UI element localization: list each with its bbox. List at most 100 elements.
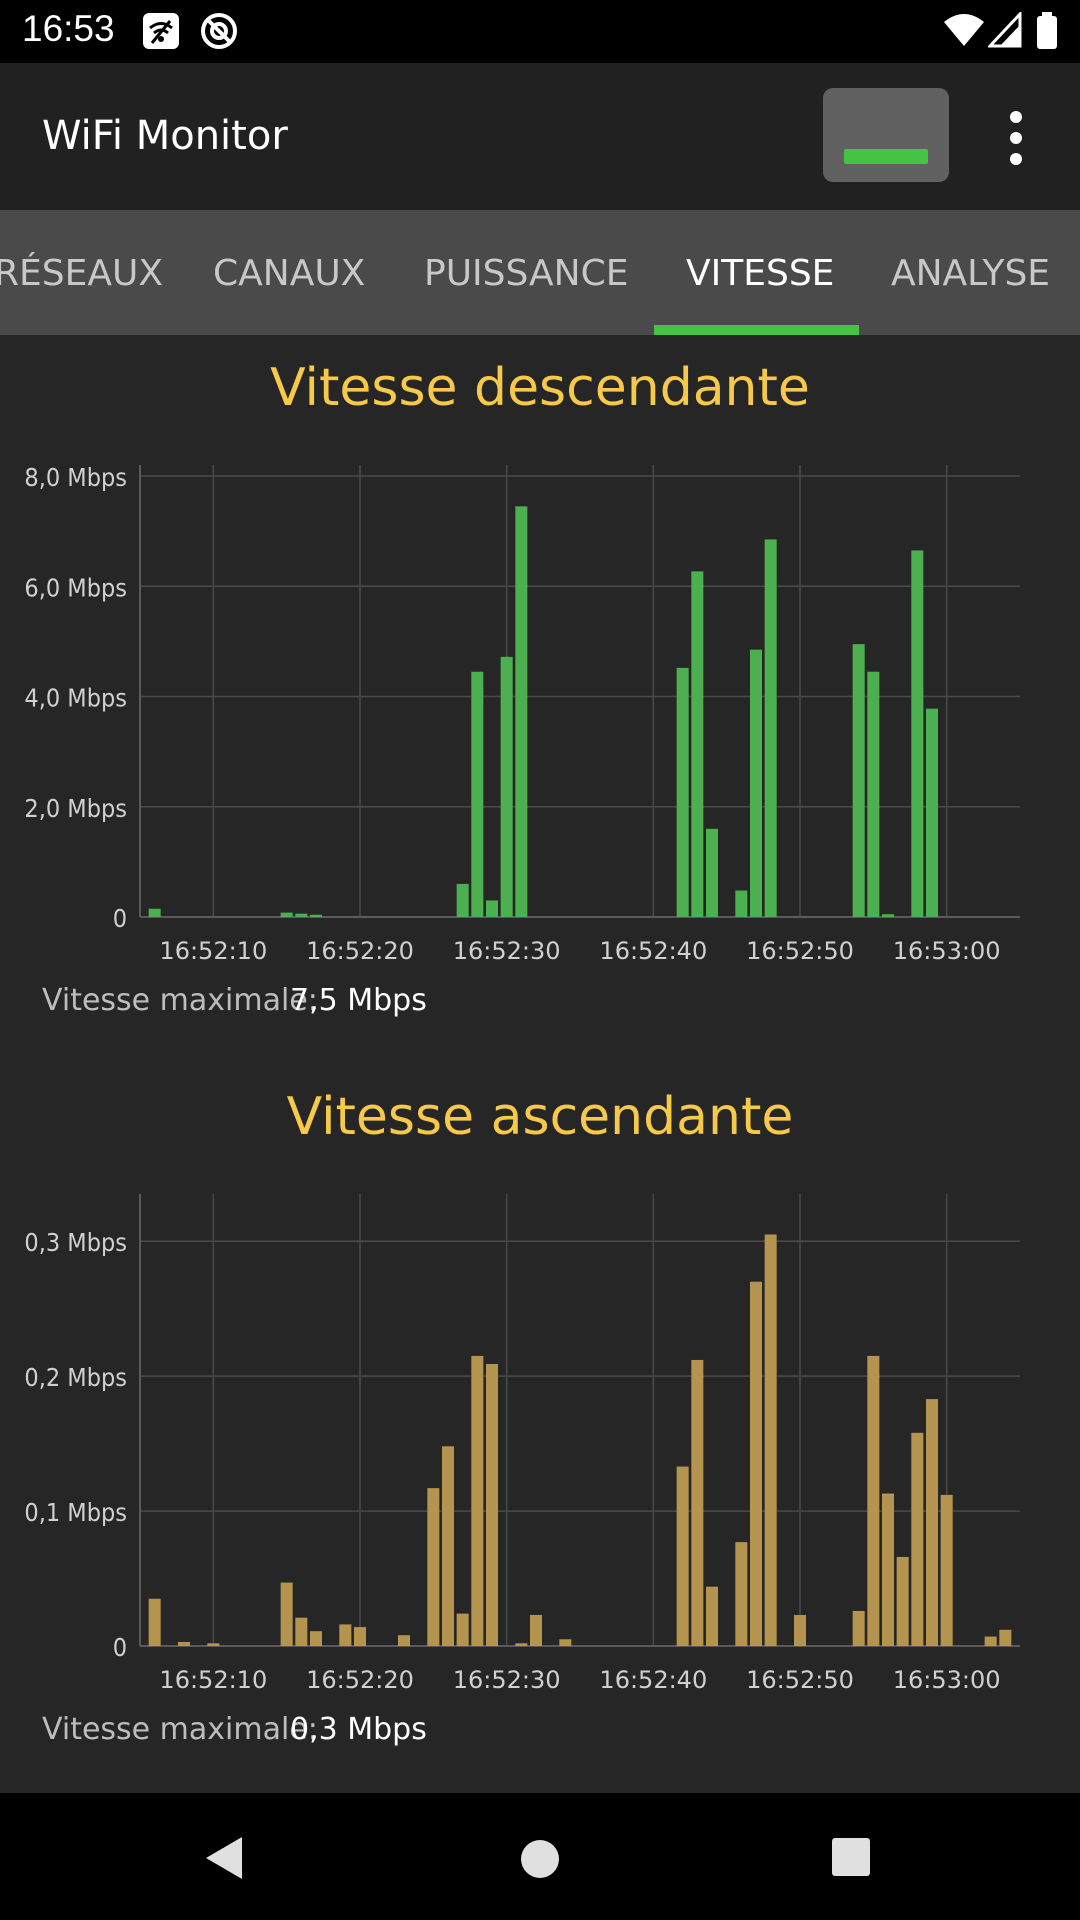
bar <box>397 1635 411 1646</box>
y-tick-label: 6,0 Mbps <box>24 573 127 602</box>
x-tick-label: 16:52:30 <box>453 937 561 965</box>
upload-max-value: 0,3 Mbps <box>290 1712 427 1747</box>
bar <box>280 1582 293 1646</box>
bar <box>925 1399 939 1646</box>
x-tick-label: 16:52:40 <box>599 937 707 965</box>
bar <box>925 708 939 917</box>
bar <box>471 1355 484 1646</box>
x-tick-label: 16:52:10 <box>159 937 267 965</box>
y-tick-label: 0,2 Mbps <box>24 1363 127 1392</box>
more-vert-icon[interactable] <box>995 108 1037 168</box>
cell-signal-icon <box>988 12 1022 48</box>
x-tick-label: 16:53:00 <box>893 1666 1001 1694</box>
tab-bar: RÉSEAUX CANAUX PUISSANCE VITESSE ANALYSE <box>0 210 1080 335</box>
x-tick-label: 16:53:00 <box>893 937 1001 965</box>
bar <box>309 1631 323 1646</box>
upload-chart-title: Vitesse ascendante <box>286 1087 794 1147</box>
bar <box>749 1281 763 1646</box>
y-tick-label: 4,0 Mbps <box>24 684 127 713</box>
y-tick-label: 2,0 Mbps <box>24 794 127 823</box>
app-title: WiFi Monitor <box>42 113 288 159</box>
bar <box>427 1488 440 1646</box>
chart-grid <box>140 1194 1020 1646</box>
status-time: 16:53 <box>22 8 115 49</box>
bar <box>441 1446 455 1646</box>
bar <box>295 913 308 917</box>
x-tick-label: 16:52:40 <box>599 1666 707 1694</box>
bar <box>984 1636 997 1646</box>
bar <box>676 1466 689 1646</box>
bar <box>529 1614 543 1646</box>
bar <box>867 671 880 917</box>
y-tick-label: 0,1 Mbps <box>24 1498 127 1527</box>
bar <box>940 1494 953 1646</box>
upload-max-label: Vitesse maximale: <box>42 1712 318 1747</box>
bar <box>500 656 513 917</box>
y-tick-label: 0 <box>113 1633 127 1662</box>
bar <box>764 539 777 917</box>
bar <box>852 1610 865 1646</box>
bar <box>705 828 719 917</box>
x-tick-label: 16:52:20 <box>306 1666 414 1694</box>
bar <box>353 1627 367 1646</box>
bar <box>896 1556 909 1646</box>
download-speed-chart: 0 2,0 Mbps 4,0 Mbps 6,0 Mbps 8,0 Mbps 16:52:1… <box>24 463 1020 965</box>
bar <box>177 1641 191 1646</box>
download-max-label: Vitesse maximale: <box>42 983 318 1018</box>
x-tick-label: 16:52:50 <box>746 937 854 965</box>
bar <box>676 667 689 917</box>
app-bar: WiFi Monitor <box>0 63 1080 210</box>
download-max-value: 7,5 Mbps <box>290 983 427 1018</box>
bar <box>295 1617 308 1646</box>
download-chart-title: Vitesse descendante <box>270 358 810 418</box>
bar <box>764 1234 777 1646</box>
monitor-toggle-button[interactable] <box>823 88 949 182</box>
bar <box>485 1364 499 1646</box>
bar <box>793 1614 807 1646</box>
bar <box>691 571 704 917</box>
y-tick-label: 8,0 Mbps <box>24 463 127 492</box>
bar <box>881 914 895 917</box>
bar <box>705 1586 719 1646</box>
bar <box>691 1359 704 1646</box>
bar <box>999 1629 1012 1646</box>
bar <box>515 1643 528 1646</box>
bar <box>148 908 161 917</box>
bar <box>471 671 484 917</box>
bar <box>735 1542 748 1646</box>
x-tick-label: 16:52:10 <box>159 1666 267 1694</box>
bar <box>485 900 499 917</box>
bar <box>515 506 528 917</box>
battery-icon <box>1037 12 1057 49</box>
tab-puissance[interactable]: PUISSANCE <box>424 253 629 294</box>
home-icon[interactable] <box>519 1838 561 1880</box>
bar <box>280 912 293 917</box>
tab-reseaux[interactable]: RÉSEAUX <box>0 253 163 294</box>
bar <box>207 1643 220 1646</box>
y-tick-label: 0,3 Mbps <box>24 1228 127 1257</box>
bar <box>456 1613 469 1646</box>
bar <box>309 914 323 917</box>
bar <box>881 1493 895 1646</box>
back-icon[interactable] <box>204 1835 244 1881</box>
bar <box>911 1432 924 1646</box>
chart-grid <box>140 465 1020 917</box>
x-tick-label: 16:52:30 <box>453 1666 561 1694</box>
bar <box>456 883 469 917</box>
at-sign-icon <box>201 13 237 49</box>
tab-indicator <box>654 325 859 335</box>
x-tick-label: 16:52:20 <box>306 937 414 965</box>
bar <box>749 649 763 917</box>
monitor-toggle-icon <box>844 149 928 164</box>
bar <box>339 1624 352 1646</box>
bar-group <box>148 1234 1012 1646</box>
x-tick-label: 16:52:50 <box>746 1666 854 1694</box>
bar <box>148 1598 161 1646</box>
bar-group <box>148 506 939 917</box>
recents-icon[interactable] <box>831 1837 871 1877</box>
wifi-signal-icon <box>944 14 984 46</box>
tab-vitesse[interactable]: VITESSE <box>686 253 835 294</box>
status-bar: 16:53 <box>0 0 1080 63</box>
tab-canaux[interactable]: CANAUX <box>213 253 366 294</box>
tab-analyse[interactable]: ANALYSE <box>891 253 1051 294</box>
